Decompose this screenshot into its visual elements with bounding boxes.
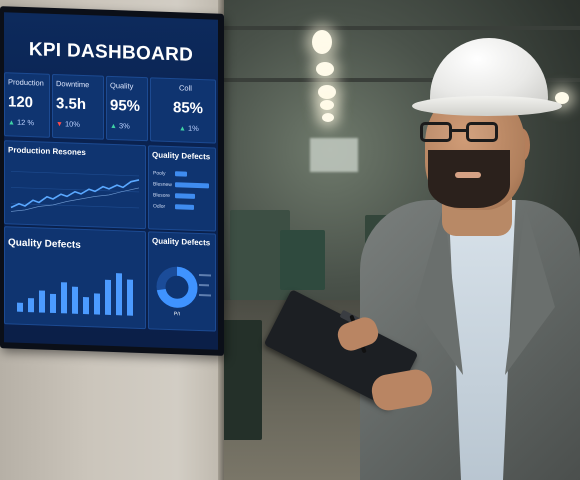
hbar-label: Blesore: [153, 192, 170, 200]
kpi-label: Coll: [179, 83, 192, 93]
mouth: [455, 172, 481, 178]
hbar: [175, 204, 194, 210]
kpi-change: 3%: [110, 121, 130, 130]
defect-bar: [72, 286, 78, 314]
ceiling-lamp: [318, 85, 336, 99]
kpi-card-downtime: Downtime 3.5h 10%: [52, 73, 104, 140]
glasses-lens: [420, 122, 452, 142]
defect-bar: [127, 279, 133, 316]
donut-center-label: P/I: [174, 311, 180, 317]
defect-bar: [105, 279, 111, 315]
eyeglasses: [420, 122, 508, 144]
kpi-value: 85%: [173, 99, 204, 118]
quality-defects-bars: [5, 227, 145, 328]
defect-bar: [116, 272, 122, 316]
glasses-lens: [466, 122, 498, 142]
hard-hat-brim: [412, 96, 562, 116]
quality-defects-bar-panel: Quality Defects: [4, 226, 146, 330]
kpi-label: Quality: [110, 80, 134, 91]
dashboard-title: KPI DASHBOARD: [28, 39, 194, 66]
kpi-dashboard-screen: KPI DASHBOARD Production 120 12 % Downti…: [4, 12, 218, 350]
machine: [280, 230, 325, 290]
glasses-bridge: [452, 129, 466, 132]
kpi-label: Downtime: [56, 79, 90, 90]
kpi-change: 1%: [179, 123, 199, 133]
kpi-card-quality: Quality 95% 3%: [106, 75, 148, 142]
kpi-value: 120: [8, 93, 34, 112]
defect-bar: [39, 289, 45, 313]
quality-defects-hbar-panel: Quality Defects Pooly Blesnew Blesore Od…: [148, 145, 216, 232]
ceiling-lamp: [312, 30, 332, 54]
defect-bar: [17, 302, 23, 312]
kpi-change: 12 %: [8, 117, 34, 128]
donut-segment: [156, 266, 198, 308]
panel-title: Quality Defects: [152, 150, 211, 162]
kpi-change: 10%: [56, 119, 80, 129]
kpi-card-production: Production 120 12 %: [4, 72, 50, 138]
kpi-label: Production: [8, 77, 44, 88]
ceiling-lamp: [320, 100, 334, 110]
hbar: [175, 193, 196, 199]
hbar-label: Blesnew: [153, 181, 172, 189]
defect-bar: [28, 298, 34, 313]
kpi-card-coll: Coll 85% 1%: [150, 77, 216, 144]
hbar: [175, 171, 187, 177]
donut-chart: P/I: [156, 266, 211, 317]
quality-defects-donut-panel: Quality Defects P/I: [148, 231, 216, 332]
hard-hat: [412, 38, 562, 120]
production-trend-chart: [10, 171, 140, 212]
defect-bar: [61, 282, 67, 314]
machine: [222, 320, 262, 440]
kpi-value: 95%: [110, 96, 141, 115]
ceiling-lamp: [555, 92, 569, 104]
hbar-label: Pooly: [153, 170, 166, 177]
defect-bar: [94, 293, 100, 315]
ceiling-lamp: [322, 113, 334, 122]
kpi-value: 3.5h: [56, 95, 87, 114]
ceiling-beam: [220, 26, 580, 30]
ceiling-beam: [220, 78, 580, 82]
defect-bar: [83, 296, 89, 315]
production-trend-panel: Production Resones: [4, 140, 146, 230]
wall-monitor: KPI DASHBOARD Production 120 12 % Downti…: [0, 6, 224, 356]
dress-shirt: [448, 200, 516, 480]
factory-door: [310, 138, 358, 172]
defect-bar: [50, 293, 56, 314]
beard: [428, 150, 510, 208]
ceiling-lamp: [316, 62, 334, 76]
hbar-label: Odlor: [153, 203, 166, 210]
hbar: [175, 182, 209, 189]
